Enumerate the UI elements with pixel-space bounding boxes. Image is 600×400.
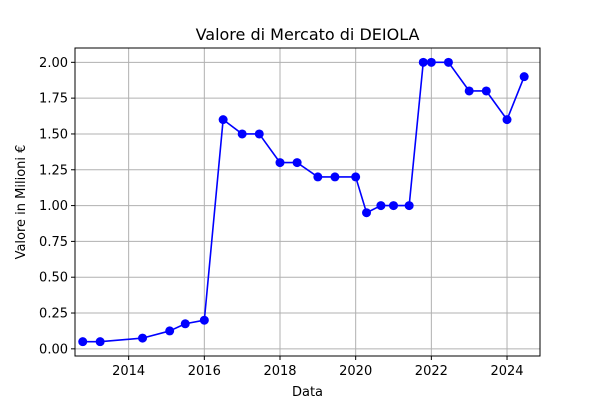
data-point (404, 201, 414, 211)
data-point (313, 172, 323, 182)
data-point (418, 57, 428, 67)
data-point (199, 315, 209, 325)
data-point (237, 129, 247, 139)
data-point (389, 201, 399, 211)
data-point (78, 337, 88, 347)
x-tick-label: 2014 (112, 364, 145, 379)
data-point (443, 57, 453, 67)
data-point (165, 326, 175, 336)
x-axis-label: Data (292, 385, 323, 400)
y-tick-label: 0.25 (39, 307, 68, 322)
data-point (95, 337, 105, 347)
data-point (376, 201, 386, 211)
data-point (330, 172, 340, 182)
y-tick-label: 1.50 (39, 127, 68, 142)
data-point (275, 158, 285, 168)
data-point (464, 86, 474, 96)
data-point (502, 115, 512, 125)
y-tick-label: 0.75 (39, 235, 68, 250)
x-tick-label: 2018 (263, 364, 296, 379)
chart-title: Valore di Mercato di DEIOLA (196, 25, 420, 44)
data-point (362, 208, 372, 218)
data-point (481, 86, 491, 96)
x-tick-label: 2024 (490, 364, 523, 379)
data-point (351, 172, 361, 182)
grid-lines (75, 48, 540, 356)
data-point (218, 115, 228, 125)
y-axis-label: Valore in Milioni € (14, 145, 29, 260)
data-point (292, 158, 302, 168)
y-tick-label: 1.00 (39, 199, 68, 214)
x-tick-label: 2020 (339, 364, 372, 379)
y-tick-label: 2.00 (39, 56, 68, 71)
data-point (519, 72, 529, 82)
series-line (82, 61, 525, 343)
y-tick-label: 1.25 (39, 163, 68, 178)
x-tick-label: 2016 (188, 364, 221, 379)
data-point (180, 319, 190, 329)
y-tick-label: 0.00 (39, 342, 68, 357)
plot-frame (74, 47, 541, 357)
data-point (138, 333, 148, 343)
data-point (426, 57, 436, 67)
y-tick-label: 0.50 (39, 271, 68, 286)
y-tick-label: 1.75 (39, 92, 68, 107)
series-line-layer (78, 57, 529, 347)
data-point (254, 129, 264, 139)
axis-ticks: 2014 2016 2018 2020 2022 2024 0.00 0.25 0.50 0.75… (39, 56, 524, 379)
x-tick-label: 2022 (415, 364, 448, 379)
